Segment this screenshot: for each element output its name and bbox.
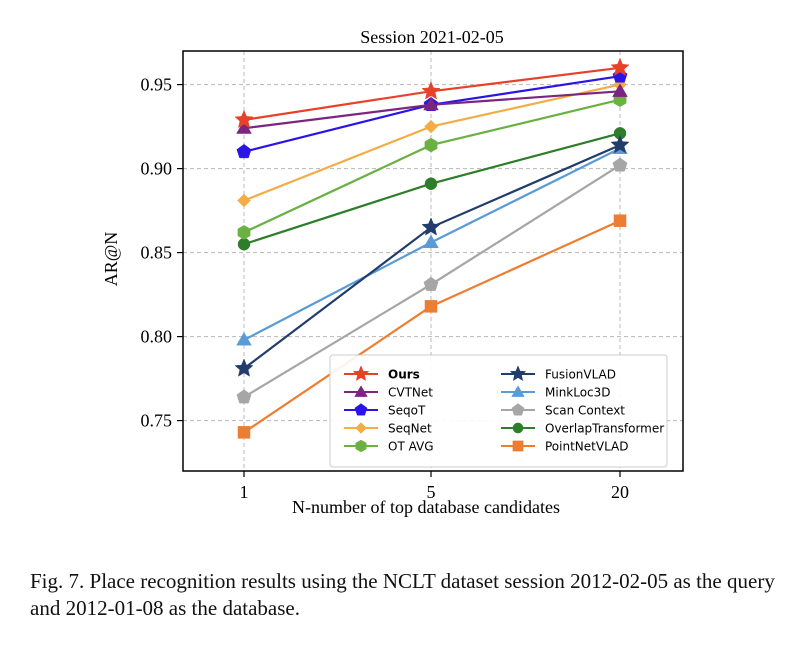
legend-box (329, 354, 668, 468)
marker-star (421, 217, 441, 236)
marker-star (421, 81, 441, 100)
marker-diamond (424, 119, 438, 134)
marker-triangle (423, 234, 439, 249)
legend-item: SeqNet (344, 422, 432, 436)
legend-label: SeqNet (388, 422, 432, 436)
y-tick-label: 0.95 (141, 75, 173, 95)
marker-star (352, 365, 370, 382)
marker-pentagon (612, 157, 628, 172)
marker-diamond (355, 422, 367, 434)
y-tick-label: 0.85 (141, 243, 173, 263)
marker-star (610, 57, 630, 77)
axis-ticks: 1 5 20 0.75 0.80 0.85 0.90 0.95 (141, 75, 630, 502)
legend-item: MinkLoc3D (501, 385, 611, 400)
legend-label: MinkLoc3D (545, 386, 611, 400)
legend-item: SeqoT (344, 403, 426, 418)
x-tick-label: 5 (427, 482, 436, 502)
x-axis-label: N-number of top database candidates (292, 497, 560, 517)
marker-circle (512, 422, 524, 434)
y-axis-label: AR@N (101, 232, 121, 287)
marker-triangle (511, 385, 525, 397)
y-tick-label: 0.75 (141, 411, 173, 431)
legend-label: OverlapTransformer (545, 422, 664, 436)
series-cvtnet (236, 83, 628, 134)
marker-square (237, 426, 251, 439)
marker-pentagon (236, 389, 252, 404)
legend-label: OT AVG (388, 440, 434, 454)
legend-item: PointNetVLAD (501, 440, 628, 454)
legend-item: Scan Context (501, 403, 625, 418)
marker-star (234, 109, 254, 129)
x-tick-label: 20 (611, 482, 629, 502)
marker-circle (237, 237, 251, 251)
legend-label: FusionVLAD (545, 368, 616, 382)
marker-triangle (612, 83, 628, 97)
marker-pentagon (354, 403, 368, 416)
marker-hexagon (237, 225, 251, 240)
marker-hexagon (355, 439, 367, 453)
legend-item: OverlapTransformer (501, 422, 664, 436)
plot-frame (182, 50, 684, 472)
marker-triangle (423, 96, 439, 111)
marker-triangle (354, 385, 368, 397)
series-layer (234, 57, 630, 439)
series-fusionvlad (234, 134, 630, 377)
legend-item: CVTNet (344, 385, 433, 400)
marker-pentagon (236, 143, 252, 159)
figure-caption: Fig. 7. Place recognition results using … (30, 569, 775, 620)
marker-pentagon (423, 276, 439, 291)
marker-triangle (236, 120, 252, 134)
marker-square (613, 214, 627, 227)
line-chart: 1 5 20 0.75 0.80 0.85 0.90 0.95 Session 2021-02… (101, 27, 684, 517)
marker-triangle (236, 332, 252, 346)
series-ot-avg (237, 92, 627, 240)
x-tick-label: 1 (240, 482, 249, 502)
marker-hexagon (424, 137, 438, 153)
legend-label: SeqoT (388, 404, 426, 418)
legend-label: Ours (388, 368, 420, 382)
chart-title: Session 2021-02-05 (360, 27, 504, 47)
marker-pentagon (511, 403, 525, 416)
marker-star (234, 358, 254, 377)
marker-square (512, 440, 524, 452)
legend-label: Scan Context (545, 404, 625, 418)
marker-star (610, 134, 630, 154)
y-tick-label: 0.80 (141, 327, 173, 347)
series-scan-context (236, 157, 628, 404)
marker-circle (424, 177, 438, 190)
legend-item: Ours (344, 365, 420, 382)
series-pointnetvlad (237, 214, 627, 439)
series-ours (234, 57, 630, 129)
legend-label: PointNetVLAD (545, 440, 628, 454)
legend-item: OT AVG (344, 440, 434, 454)
legend-label: CVTNet (388, 386, 433, 400)
marker-square (424, 300, 438, 313)
legend-item: FusionVLAD (501, 365, 616, 382)
y-tick-label: 0.90 (141, 159, 173, 179)
marker-diamond (237, 193, 251, 208)
marker-star (509, 365, 527, 382)
legend: Ours CVTNet SeqoT SeqNet OT AVG FusionVLAD Min… (329, 354, 668, 468)
